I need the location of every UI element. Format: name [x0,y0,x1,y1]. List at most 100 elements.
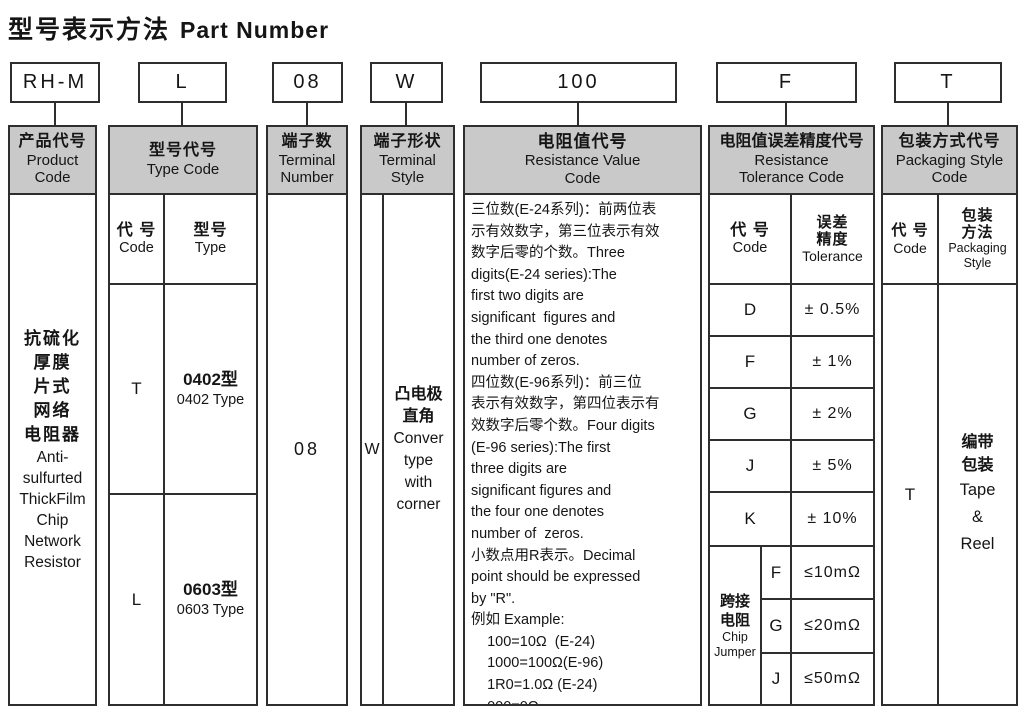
column-header-tolerance: 电阻值误差精度代号 Resistance Tolerance Code [708,125,875,195]
grid-line [760,652,873,654]
header-en: Packaging Style Code [895,151,1004,187]
connector-line [947,101,949,127]
subheader-en: Code [119,240,154,256]
page-title-zh: 型号表示方法 [8,16,171,44]
packaging-desc-en: Tape & Reel [959,481,996,553]
header-zh: 包装方式代号 [898,132,1001,150]
column-header-type: 型号代号 Type Code [108,125,258,195]
type-row-code: L [110,495,163,704]
grid-line [937,195,939,704]
header-zh: 端子形状 [373,132,442,150]
grid-line [163,195,165,704]
tolerance-code: F [744,352,756,371]
tolerance-subheader-code: 代 号 Code [710,195,790,283]
grid-line [760,547,762,704]
type-subheader-code: 代 号 Code [110,195,163,283]
header-zh: 产品代号 [18,132,87,150]
tolerance-value: ± 2% [812,405,853,422]
chip-jumper-label-cell: 跨接 电阻 Chip Jumper [710,547,760,704]
jumper-row-code: G [762,600,790,652]
segment-box-resistance-value: 100 [480,62,677,103]
subheader-zh: 代 号 [730,222,770,239]
connector-line [181,101,183,127]
tolerance-value: ± 10% [807,510,858,527]
segment-box-packaging: T [894,62,1002,103]
type-name-zh: 0402型 [183,369,238,389]
column-header-product: 产品代号 Product Code [8,125,97,195]
column-body-type: 代 号 Code 型号 Type T 0402型 0402 Type L 060… [108,193,258,706]
header-en: Resistance Tolerance Code [738,151,845,187]
type-code-value: L [131,589,142,609]
column-body-resistance-value: 三位数(E-24系列)：前两位表 示有效数字，第三位表示有效 数字后零的个数。T… [463,193,702,706]
tolerance-code: J [745,456,755,475]
grid-line [382,195,384,704]
jumper-row-value: ≤50mΩ [792,654,873,704]
subheader-zh: 型号 [193,222,228,239]
tolerance-code: G [743,404,757,423]
packaging-subheader-code: 代 号 Code [883,195,937,283]
jumper-row-code: J [762,654,790,704]
grid-line [710,439,873,441]
page-title-en: Part Number [180,17,330,43]
tolerance-row-code: F [710,337,790,387]
terminal-style-desc-zh: 凸电极 直角 [394,385,443,425]
terminal-style-code-cell: W [362,195,382,704]
tolerance-row-value: ± 1% [792,337,873,387]
header-zh: 电阻值误差精度代号 [719,132,864,150]
subheader-zh: 包装 方法 [961,207,994,241]
jumper-code: J [771,669,781,688]
connector-line [577,101,579,127]
jumper-value: ≤50mΩ [804,670,861,687]
subheader-zh: 误差 精度 [816,213,849,248]
segment-box-tolerance: F [716,62,857,103]
chip-jumper-label-en: Chip Jumper [714,629,756,659]
type-name-en: 0603 Type [176,602,245,618]
jumper-row-value: ≤10mΩ [792,547,873,598]
tolerance-code: D [743,300,757,319]
subheader-en: Packaging Style [948,241,1007,270]
type-row-code: T [110,285,163,493]
grid-line [710,387,873,389]
type-row-desc: 0402型 0402 Type [165,285,256,493]
column-body-tolerance: 代 号 Code 误差 精度 Tolerance D ± 0.5% F ± 1%… [708,193,875,706]
column-header-terminal-style: 端子形状 Terminal Style [360,125,455,195]
tolerance-row-value: ± 0.5% [792,285,873,335]
product-description-en: Anti- sulfurted ThickFilm Chip Network R… [19,448,86,571]
type-name-zh: 0603型 [183,580,238,599]
packaging-code: T [904,484,916,504]
column-header-terminal-number: 端子数 Terminal Number [266,125,348,195]
header-zh: 端子数 [281,132,333,150]
grid-line [883,283,1016,285]
jumper-value: ≤10mΩ [804,563,861,581]
segment-box-product: RH-M [10,62,100,103]
jumper-code: G [769,616,783,635]
column-header-resistance-value: 电阻值代号 Resistance Value Code [463,125,702,195]
product-description-zh: 抗硫化 厚膜 片式 网络 电阻器 [24,328,81,444]
grid-line [710,491,873,493]
connector-line [54,101,56,127]
grid-line [710,545,873,547]
terminal-style-code: W [364,440,380,458]
column-body-packaging: 代 号 Code 包装 方法 Packaging Style T 编带 包装 T… [881,193,1018,706]
connector-line [405,101,407,127]
type-subheader-type: 型号 Type [165,195,256,283]
jumper-row-value: ≤20mΩ [792,600,873,652]
segment-box-terminal-style: W [370,62,443,103]
tolerance-row-value: ± 2% [792,389,873,439]
type-row-desc: 0603型 0603 Type [165,495,256,704]
column-body-product: 抗硫化 厚膜 片式 网络 电阻器 Anti- sulfurted ThickFi… [8,193,97,706]
packaging-desc-zh: 编带 包装 [961,434,994,474]
header-zh: 型号代号 [148,141,217,159]
jumper-row-code: F [762,547,790,598]
header-en: Terminal Style [379,151,436,187]
tolerance-row-value: ± 5% [792,441,873,491]
grid-line [790,195,792,704]
tolerance-value: ± 5% [812,457,853,474]
subheader-en: Tolerance [802,247,863,264]
tolerance-row-code: G [710,389,790,439]
column-body-terminal-style: W 凸电极 直角 Conver type with corner [360,193,455,706]
header-en: Resistance Value Code [524,152,641,188]
segment-box-terminal-number: 08 [272,62,343,103]
grid-line [710,283,873,285]
